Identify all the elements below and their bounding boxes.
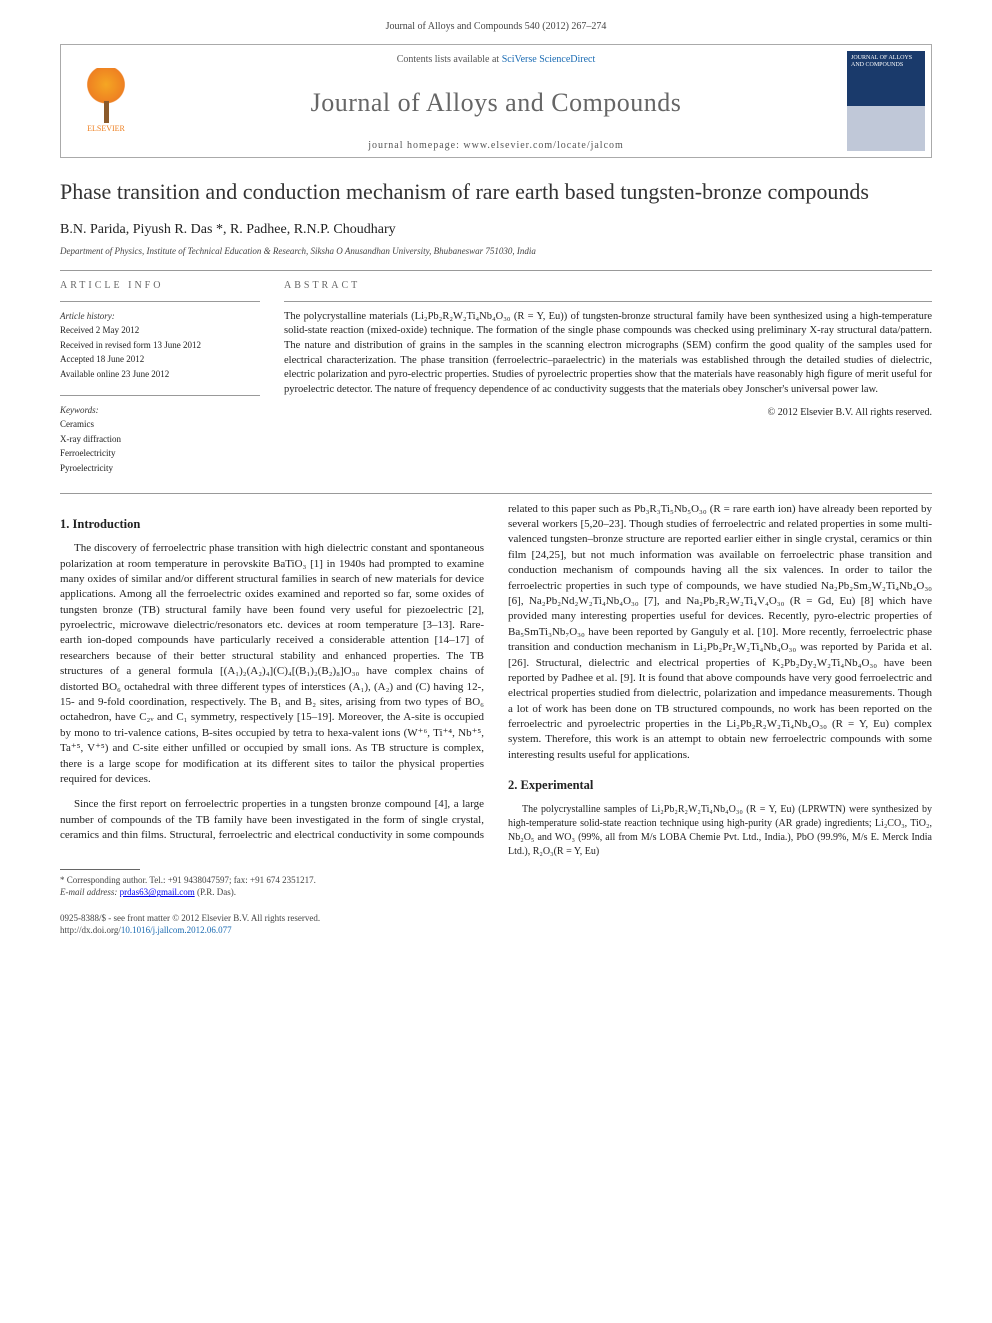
- email-link[interactable]: prdas63@gmail.com: [120, 887, 195, 897]
- keyword: X-ray diffraction: [60, 433, 260, 446]
- keyword: Ceramics: [60, 418, 260, 431]
- abstract-text: The polycrystalline materials (Li₂Pb₂R₂W…: [284, 310, 932, 398]
- homepage-url: www.elsevier.com/locate/jalcom: [463, 140, 623, 151]
- history-revised: Received in revised form 13 June 2012: [60, 339, 260, 352]
- history-received: Received 2 May 2012: [60, 324, 260, 337]
- journal-cover-thumb: JOURNAL OF ALLOYS AND COMPOUNDS: [847, 51, 925, 151]
- homepage-line: journal homepage: www.elsevier.com/locat…: [151, 139, 841, 153]
- doi-link[interactable]: 10.1016/j.jallcom.2012.06.077: [121, 925, 232, 935]
- elsevier-tree-icon: [81, 68, 131, 123]
- section-1-heading: 1. Introduction: [60, 516, 484, 534]
- email-who: (P.R. Das).: [197, 887, 236, 897]
- homepage-prefix: journal homepage:: [368, 140, 463, 151]
- journal-masthead: ELSEVIER Contents lists available at Sci…: [60, 44, 932, 158]
- body-columns: 1. Introduction The discovery of ferroel…: [0, 502, 992, 859]
- author-list: B.N. Parida, Piyush R. Das *, R. Padhee,…: [60, 220, 932, 240]
- section-1-para-1: The discovery of ferroelectric phase tra…: [60, 541, 484, 787]
- section-2-heading: 2. Experimental: [508, 777, 932, 795]
- authors-text: B.N. Parida, Piyush R. Das *, R. Padhee,…: [60, 222, 396, 237]
- page-footer: * Corresponding author. Tel.: +91 943804…: [0, 859, 992, 957]
- info-rule: [60, 301, 260, 302]
- keywords-label: Keywords:: [60, 404, 260, 417]
- contents-prefix: Contents lists available at: [397, 54, 502, 65]
- cover-thumb-title: JOURNAL OF ALLOYS AND COMPOUNDS: [851, 55, 921, 68]
- email-label: E-mail address:: [60, 887, 117, 897]
- rule-top: [60, 270, 932, 271]
- abstract-col: ABSTRACT The polycrystalline materials (…: [284, 279, 932, 477]
- journal-name: Journal of Alloys and Compounds: [151, 85, 841, 121]
- footnote-rule: [60, 869, 140, 870]
- history-accepted: Accepted 18 June 2012: [60, 353, 260, 366]
- abstract-rule: [284, 301, 932, 302]
- history-online: Available online 23 June 2012: [60, 368, 260, 381]
- running-head: Journal of Alloys and Compounds 540 (201…: [0, 0, 992, 34]
- masthead-center: Contents lists available at SciVerse Sci…: [151, 45, 841, 157]
- footer-left: * Corresponding author. Tel.: +91 943804…: [60, 869, 583, 937]
- doi-line: http://dx.doi.org/10.1016/j.jallcom.2012…: [60, 924, 583, 937]
- info-heading: ARTICLE INFO: [60, 279, 260, 293]
- email-line: E-mail address: prdas63@gmail.com (P.R. …: [60, 886, 583, 899]
- sciencedirect-link[interactable]: SciVerse ScienceDirect: [502, 54, 596, 65]
- publisher-label: ELSEVIER: [87, 123, 125, 134]
- cover-cell: JOURNAL OF ALLOYS AND COMPOUNDS: [841, 45, 931, 157]
- keyword: Ferroelectricity: [60, 447, 260, 460]
- rule-bottom: [60, 493, 932, 494]
- kw-rule: [60, 395, 260, 396]
- history-label: Article history:: [60, 310, 260, 323]
- elsevier-logo: ELSEVIER: [71, 61, 141, 141]
- abstract-copyright: © 2012 Elsevier B.V. All rights reserved…: [284, 406, 932, 420]
- doi-prefix: http://dx.doi.org/: [60, 925, 121, 935]
- keyword: Pyroelectricity: [60, 462, 260, 475]
- article-info-col: ARTICLE INFO Article history: Received 2…: [60, 279, 260, 477]
- contents-list-line: Contents lists available at SciVerse Sci…: [151, 53, 841, 67]
- keywords-block: Keywords: Ceramics X-ray diffraction Fer…: [60, 395, 260, 475]
- meta-abstract-row: ARTICLE INFO Article history: Received 2…: [60, 279, 932, 477]
- affiliation: Department of Physics, Institute of Tech…: [60, 245, 932, 258]
- article-title: Phase transition and conduction mechanis…: [60, 178, 932, 206]
- corresponding-author: * Corresponding author. Tel.: +91 943804…: [60, 874, 583, 887]
- publisher-logo-cell: ELSEVIER: [61, 45, 151, 157]
- issn-line: 0925-8388/$ - see front matter © 2012 El…: [60, 912, 583, 925]
- section-2-para-1: The polycrystalline samples of Li₂Pb₂R₂W…: [508, 803, 932, 859]
- article-header: Phase transition and conduction mechanis…: [0, 178, 992, 494]
- abstract-heading: ABSTRACT: [284, 279, 932, 293]
